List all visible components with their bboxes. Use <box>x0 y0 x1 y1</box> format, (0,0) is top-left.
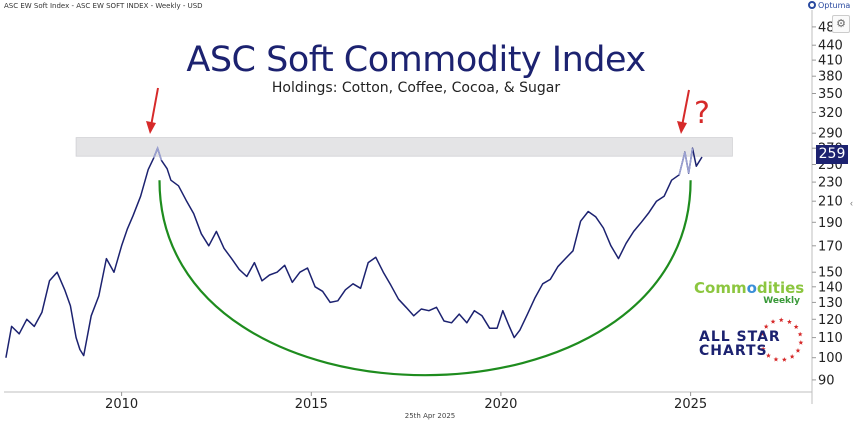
optuma-logo: Optuma <box>808 1 858 10</box>
star-icon <box>795 348 801 353</box>
arrow-2011 <box>146 87 159 134</box>
current-price-badge: 259 <box>816 145 848 164</box>
y-tick-label: 190 <box>818 216 843 231</box>
star-icon <box>793 324 799 329</box>
x-tick-label: 2010 <box>105 397 138 412</box>
y-tick-label: 90 <box>818 373 835 388</box>
optuma-logo-icon <box>808 1 816 9</box>
chart-subtitle: Holdings: Cotton, Coffee, Cocoa, & Sugar <box>271 80 561 96</box>
star-icon <box>781 357 787 362</box>
x-axis-ticks: 2010 2015 2020 2025 <box>105 392 707 412</box>
y-tick-label: 110 <box>818 331 843 346</box>
x-tick-label: 2020 <box>484 397 517 412</box>
collapse-chevron-icon[interactable]: ‹ <box>850 198 853 208</box>
x-tick-label: 2025 <box>674 397 707 412</box>
commodities-text-o: o <box>746 279 757 297</box>
series-caption: ASC EW Soft Index - ASC EW SOFT INDEX - … <box>4 2 203 10</box>
commodities-text-c: dities <box>756 279 805 297</box>
settings-gear-icon[interactable]: ⚙ <box>832 15 850 33</box>
star-icon <box>787 319 792 324</box>
y-tick-label: 120 <box>818 313 843 328</box>
rounding-bottom-arc <box>158 180 692 377</box>
y-tick-label: 380 <box>818 70 843 85</box>
y-tick-label: 170 <box>818 239 843 254</box>
commodities-text-a: Comm <box>694 279 747 297</box>
star-icon <box>763 324 769 329</box>
y-tick-label: 350 <box>818 87 843 102</box>
y-tick-label: 290 <box>818 127 843 142</box>
question-mark-annotation: ? <box>694 96 710 131</box>
star-icon <box>770 319 776 324</box>
star-icon <box>773 356 779 362</box>
resistance-band <box>75 137 733 157</box>
all-star-text: ALL STAR <box>699 329 781 345</box>
chart-title: ASC Soft Commodity Index <box>186 40 646 80</box>
star-icon <box>766 353 771 358</box>
y-tick-label: 410 <box>818 54 843 69</box>
charts-text: CHARTS <box>699 343 768 359</box>
star-icon <box>789 354 795 359</box>
star-icon <box>797 331 803 337</box>
y-tick-label: 130 <box>818 296 843 311</box>
arrow-2025 <box>677 89 690 134</box>
y-tick-label: 440 <box>818 39 843 54</box>
y-tick-label: 150 <box>818 266 843 281</box>
peak-2024-highlight <box>678 148 694 175</box>
commodities-weekly-logo: Commodities Weekly <box>694 279 804 306</box>
star-icon <box>778 317 784 323</box>
weekly-text: Weekly <box>763 296 800 306</box>
star-icon <box>759 331 765 336</box>
x-tick-label: 2015 <box>295 397 328 412</box>
peak-2011-highlight <box>153 145 163 161</box>
price-line <box>5 147 703 358</box>
y-tick-label: 230 <box>818 176 843 191</box>
y-tick-label: 210 <box>818 195 843 210</box>
y-tick-label: 320 <box>818 106 843 121</box>
star-icon <box>760 346 766 352</box>
star-ring-icon <box>759 317 804 362</box>
y-tick-label: 100 <box>818 351 843 366</box>
y-tick-label: 140 <box>818 280 843 295</box>
all-star-charts-logo: ALL STAR CHARTS <box>694 314 806 370</box>
star-icon <box>798 340 804 345</box>
plot-area <box>4 12 812 404</box>
optuma-brand-text: Optuma <box>818 1 851 10</box>
footer-date: 25th Apr 2025 <box>404 412 456 420</box>
